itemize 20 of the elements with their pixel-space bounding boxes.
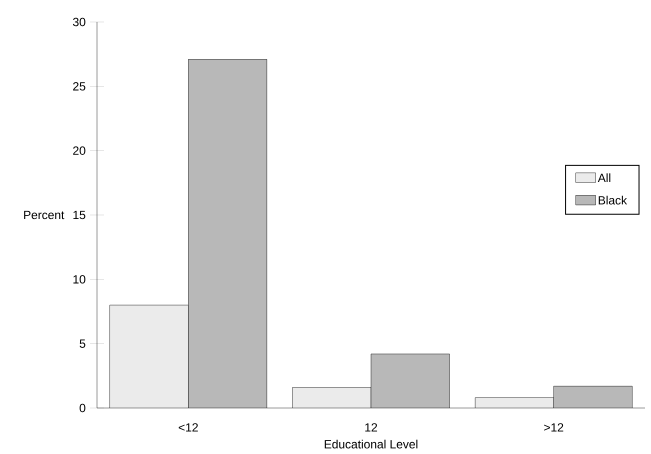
y-tick-label: 30: [72, 18, 86, 26]
x-axis-title: Educational Level: [324, 440, 418, 448]
x-tick-label: <12: [178, 423, 198, 432]
bar: [474, 398, 554, 408]
bar: [110, 305, 188, 408]
bar: [188, 59, 267, 408]
bar: [553, 386, 632, 408]
y-tick-label: 15: [73, 210, 86, 220]
bar: [371, 354, 450, 408]
y-tick-label: 5: [80, 340, 86, 348]
legend-label: All: [598, 173, 610, 182]
bar: [292, 387, 372, 408]
x-tick-label: 12: [365, 423, 378, 432]
legend-label: Black: [598, 196, 628, 205]
y-tick-label: 10: [73, 275, 86, 284]
y-axis-title: Percent: [24, 210, 64, 220]
y-tick-label: 0: [80, 404, 86, 412]
y-tick-label: 20: [73, 146, 86, 155]
x-tick-label: >12: [544, 423, 564, 432]
y-tick-label: 25: [73, 82, 86, 91]
